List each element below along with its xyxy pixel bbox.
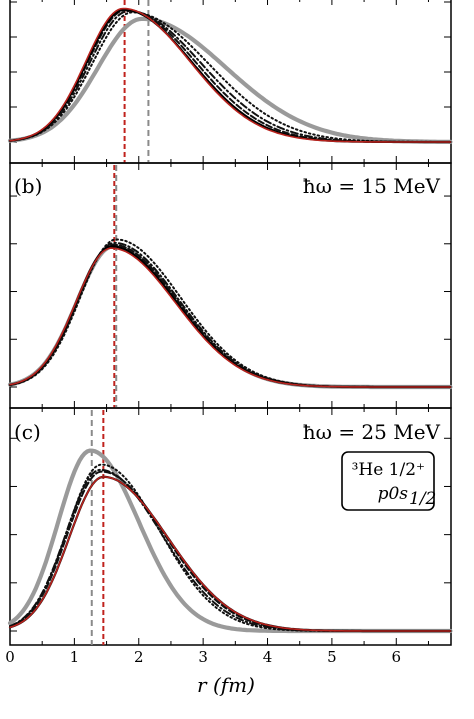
panel-c-box-nucleus: ³He 1/2⁺ bbox=[352, 460, 425, 480]
panel-0-series-gray bbox=[7, 16, 453, 144]
panel-1-series-dashed bbox=[9, 243, 452, 388]
panel-c-info-box: ³He 1/2⁺ p0s 1/2 bbox=[341, 451, 436, 511]
panel-a bbox=[7, 0, 453, 164]
panel-1-frame bbox=[9, 162, 452, 409]
panel-0-series-black bbox=[8, 8, 452, 144]
x-tick-label-0: 0 bbox=[5, 648, 15, 666]
panel-0-series-dashed bbox=[9, 8, 452, 143]
panel-c-hw-label: ħω = 25 MeV bbox=[303, 420, 441, 444]
panel-1-series-red bbox=[9, 247, 452, 388]
panel-1-series-black bbox=[8, 245, 452, 389]
panel-c-box-orbital-sub: 1/2 bbox=[409, 489, 436, 509]
panel-c bbox=[7, 407, 453, 646]
panel-1-series-gray bbox=[7, 244, 453, 390]
panel-1-series-dotdash bbox=[9, 241, 452, 388]
panel-c-letter: (c) bbox=[14, 420, 41, 444]
x-tick-label-4: 4 bbox=[263, 648, 273, 666]
x-tick-label-5: 5 bbox=[327, 648, 337, 666]
x-tick-label-2: 2 bbox=[134, 648, 144, 666]
x-tick-label-1: 1 bbox=[70, 648, 80, 666]
panel-0-series-red bbox=[9, 7, 452, 143]
panel-2-series-red bbox=[9, 476, 452, 632]
panel-b-hw-label: ħω = 15 MeV bbox=[303, 174, 441, 198]
x-tick-label-6: 6 bbox=[392, 648, 402, 666]
panel-0-series-dotdash bbox=[9, 10, 452, 143]
x-axis: 0 1 2 3 4 5 6 bbox=[5, 648, 401, 666]
x-tick-label-3: 3 bbox=[198, 648, 208, 666]
x-axis-label: r (fm) bbox=[197, 673, 255, 697]
panel-2-frame bbox=[9, 407, 452, 646]
panel-0-series-dotted bbox=[9, 11, 452, 143]
panel-b-letter: (b) bbox=[14, 174, 42, 198]
panel-c-box-orbital: p0s bbox=[378, 484, 409, 504]
panel-b bbox=[7, 162, 453, 409]
panel-2-series-dashed bbox=[9, 470, 452, 632]
panel-1-series-dotted bbox=[9, 238, 452, 388]
